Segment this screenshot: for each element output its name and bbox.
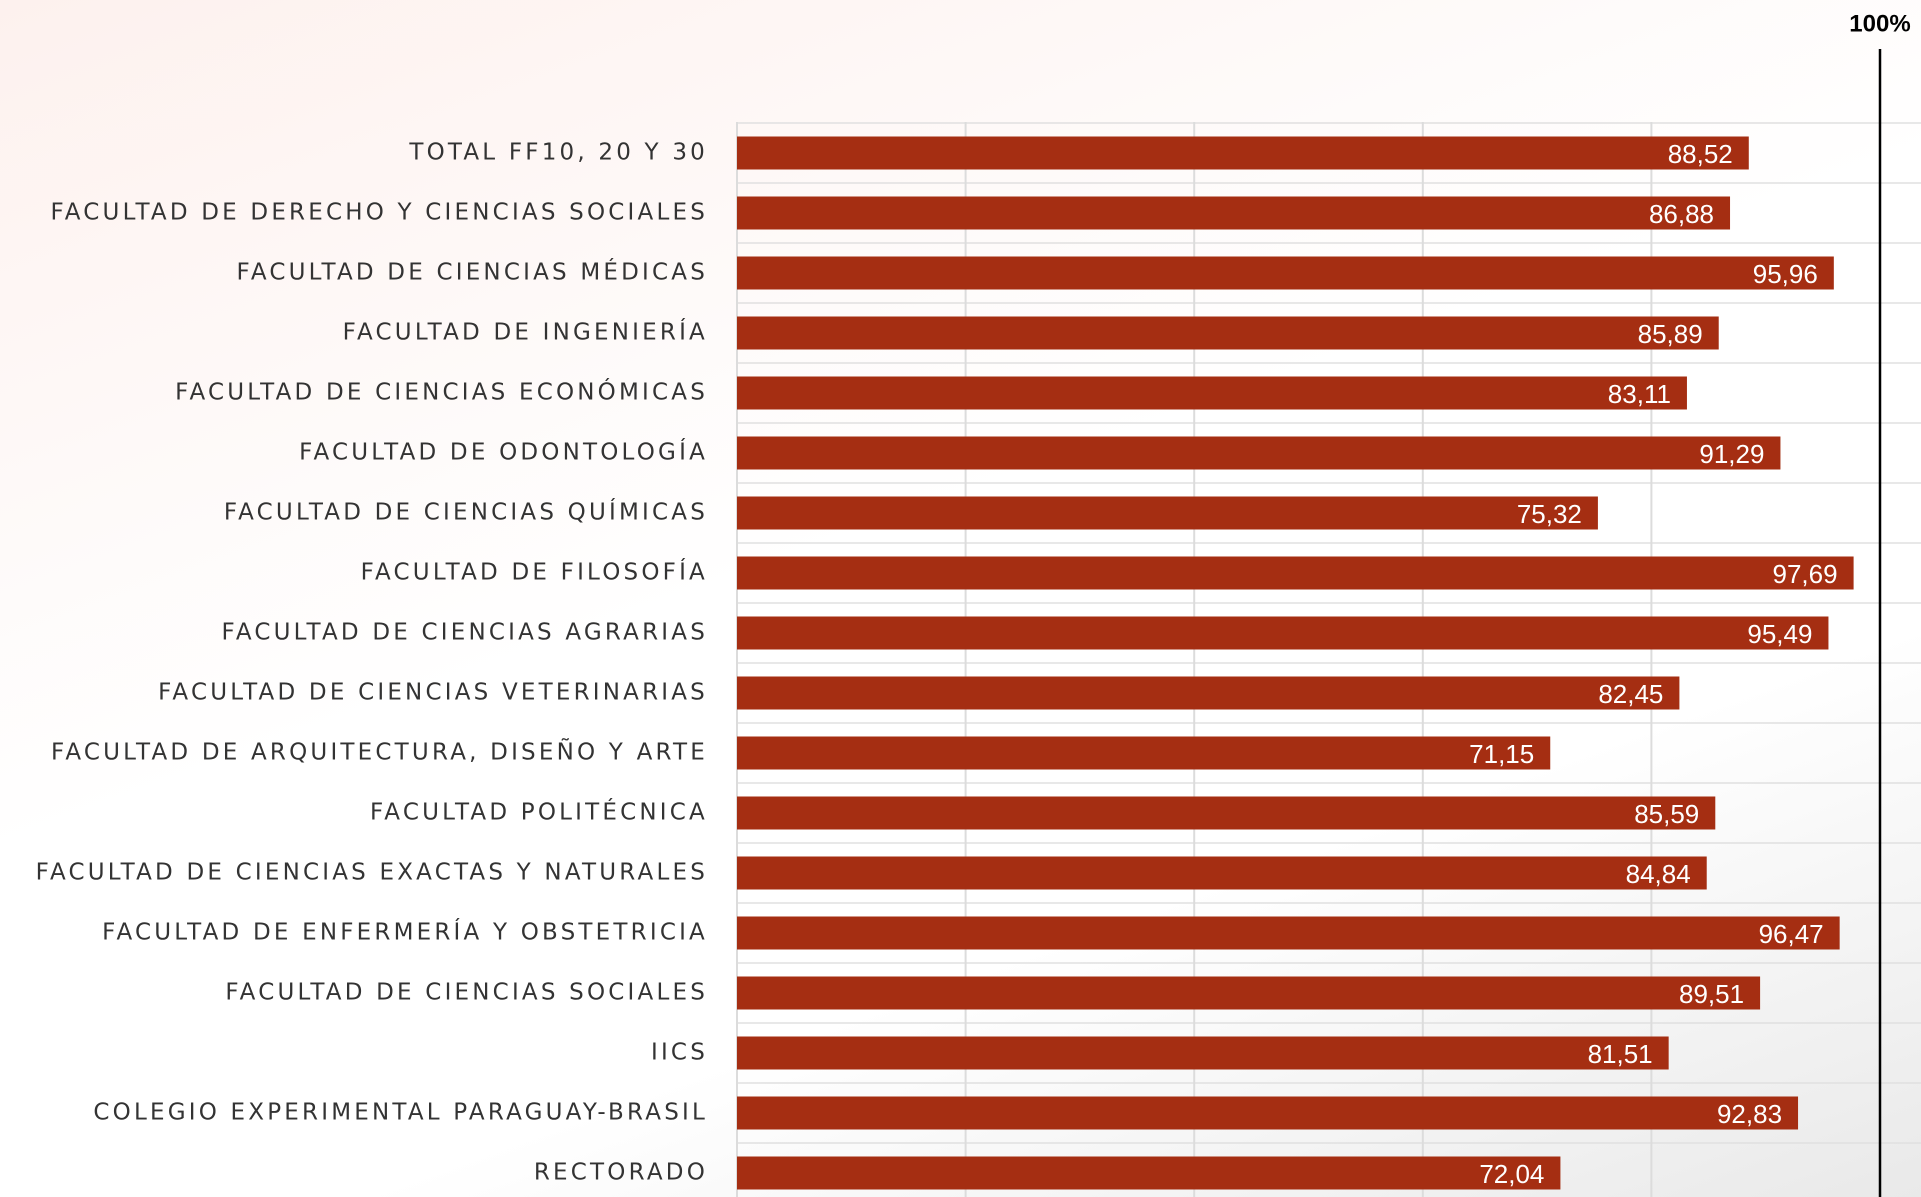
- category-label: IICS: [651, 1040, 708, 1066]
- bar: [737, 916, 1840, 950]
- reference-label: 100%: [1849, 10, 1910, 37]
- value-label: 85,89: [1638, 319, 1703, 349]
- value-label: 92,83: [1717, 1099, 1782, 1129]
- value-label: 95,49: [1747, 619, 1812, 649]
- value-label: 91,29: [1699, 439, 1764, 469]
- value-label: 81,51: [1588, 1039, 1653, 1069]
- bar: [737, 376, 1687, 410]
- category-label: FACULTAD DE ENFERMERÍA Y OBSTETRICIA: [102, 918, 708, 946]
- value-label: 82,45: [1598, 679, 1663, 709]
- bar: [737, 1036, 1669, 1070]
- value-label: 72,04: [1479, 1159, 1544, 1189]
- value-label: 88,52: [1668, 139, 1733, 169]
- value-label: 89,51: [1679, 979, 1744, 1009]
- bar: [737, 256, 1834, 290]
- bar: [737, 316, 1719, 350]
- category-label: FACULTAD DE CIENCIAS VETERINARIAS: [158, 680, 708, 706]
- bar: [737, 436, 1781, 470]
- category-label: FACULTAD DE CIENCIAS ECONÓMICAS: [175, 378, 708, 406]
- value-label: 85,59: [1634, 799, 1699, 829]
- value-label: 71,15: [1469, 739, 1534, 769]
- value-label: 84,84: [1626, 859, 1691, 889]
- category-label: FACULTAD DE FILOSOFÍA: [361, 558, 708, 586]
- bar: [737, 1096, 1799, 1130]
- category-label: TOTAL FF10, 20 Y 30: [408, 140, 708, 166]
- category-label: FACULTAD DE INGENIERÍA: [343, 318, 708, 346]
- category-label: FACULTAD DE CIENCIAS AGRARIAS: [222, 620, 708, 646]
- bar: [737, 976, 1761, 1010]
- bar: [737, 796, 1716, 830]
- category-label: FACULTAD DE CIENCIAS QUÍMICAS: [224, 498, 708, 526]
- value-label: 86,88: [1649, 199, 1714, 229]
- bar: [737, 736, 1551, 770]
- category-label: FACULTAD DE CIENCIAS SOCIALES: [225, 980, 708, 1006]
- category-label: RECTORADO: [534, 1160, 708, 1186]
- bar: [737, 676, 1680, 710]
- bar: [737, 556, 1854, 590]
- category-label: COLEGIO EXPERIMENTAL PARAGUAY-BRASIL: [93, 1100, 708, 1126]
- value-label: 83,11: [1608, 379, 1671, 409]
- bar: [737, 856, 1707, 890]
- bar: [737, 196, 1731, 230]
- value-label: 97,69: [1773, 559, 1838, 589]
- value-label: 95,96: [1753, 259, 1818, 289]
- category-label: FACULTAD DE ARQUITECTURA, DISEÑO Y ARTE: [51, 738, 708, 766]
- bar: [737, 1156, 1561, 1190]
- category-label: FACULTAD POLITÉCNICA: [370, 798, 708, 826]
- category-label: FACULTAD DE CIENCIAS MÉDICAS: [237, 258, 709, 286]
- category-label: FACULTAD DE CIENCIAS EXACTAS Y NATURALES: [36, 860, 708, 886]
- bar: [737, 136, 1749, 170]
- value-label: 96,47: [1759, 919, 1824, 949]
- bar: [737, 616, 1829, 650]
- category-label: FACULTAD DE ODONTOLOGÍA: [299, 438, 708, 466]
- value-label: 75,32: [1517, 499, 1582, 529]
- bar: [737, 496, 1598, 530]
- category-label: FACULTAD DE DERECHO Y CIENCIAS SOCIALES: [50, 200, 708, 226]
